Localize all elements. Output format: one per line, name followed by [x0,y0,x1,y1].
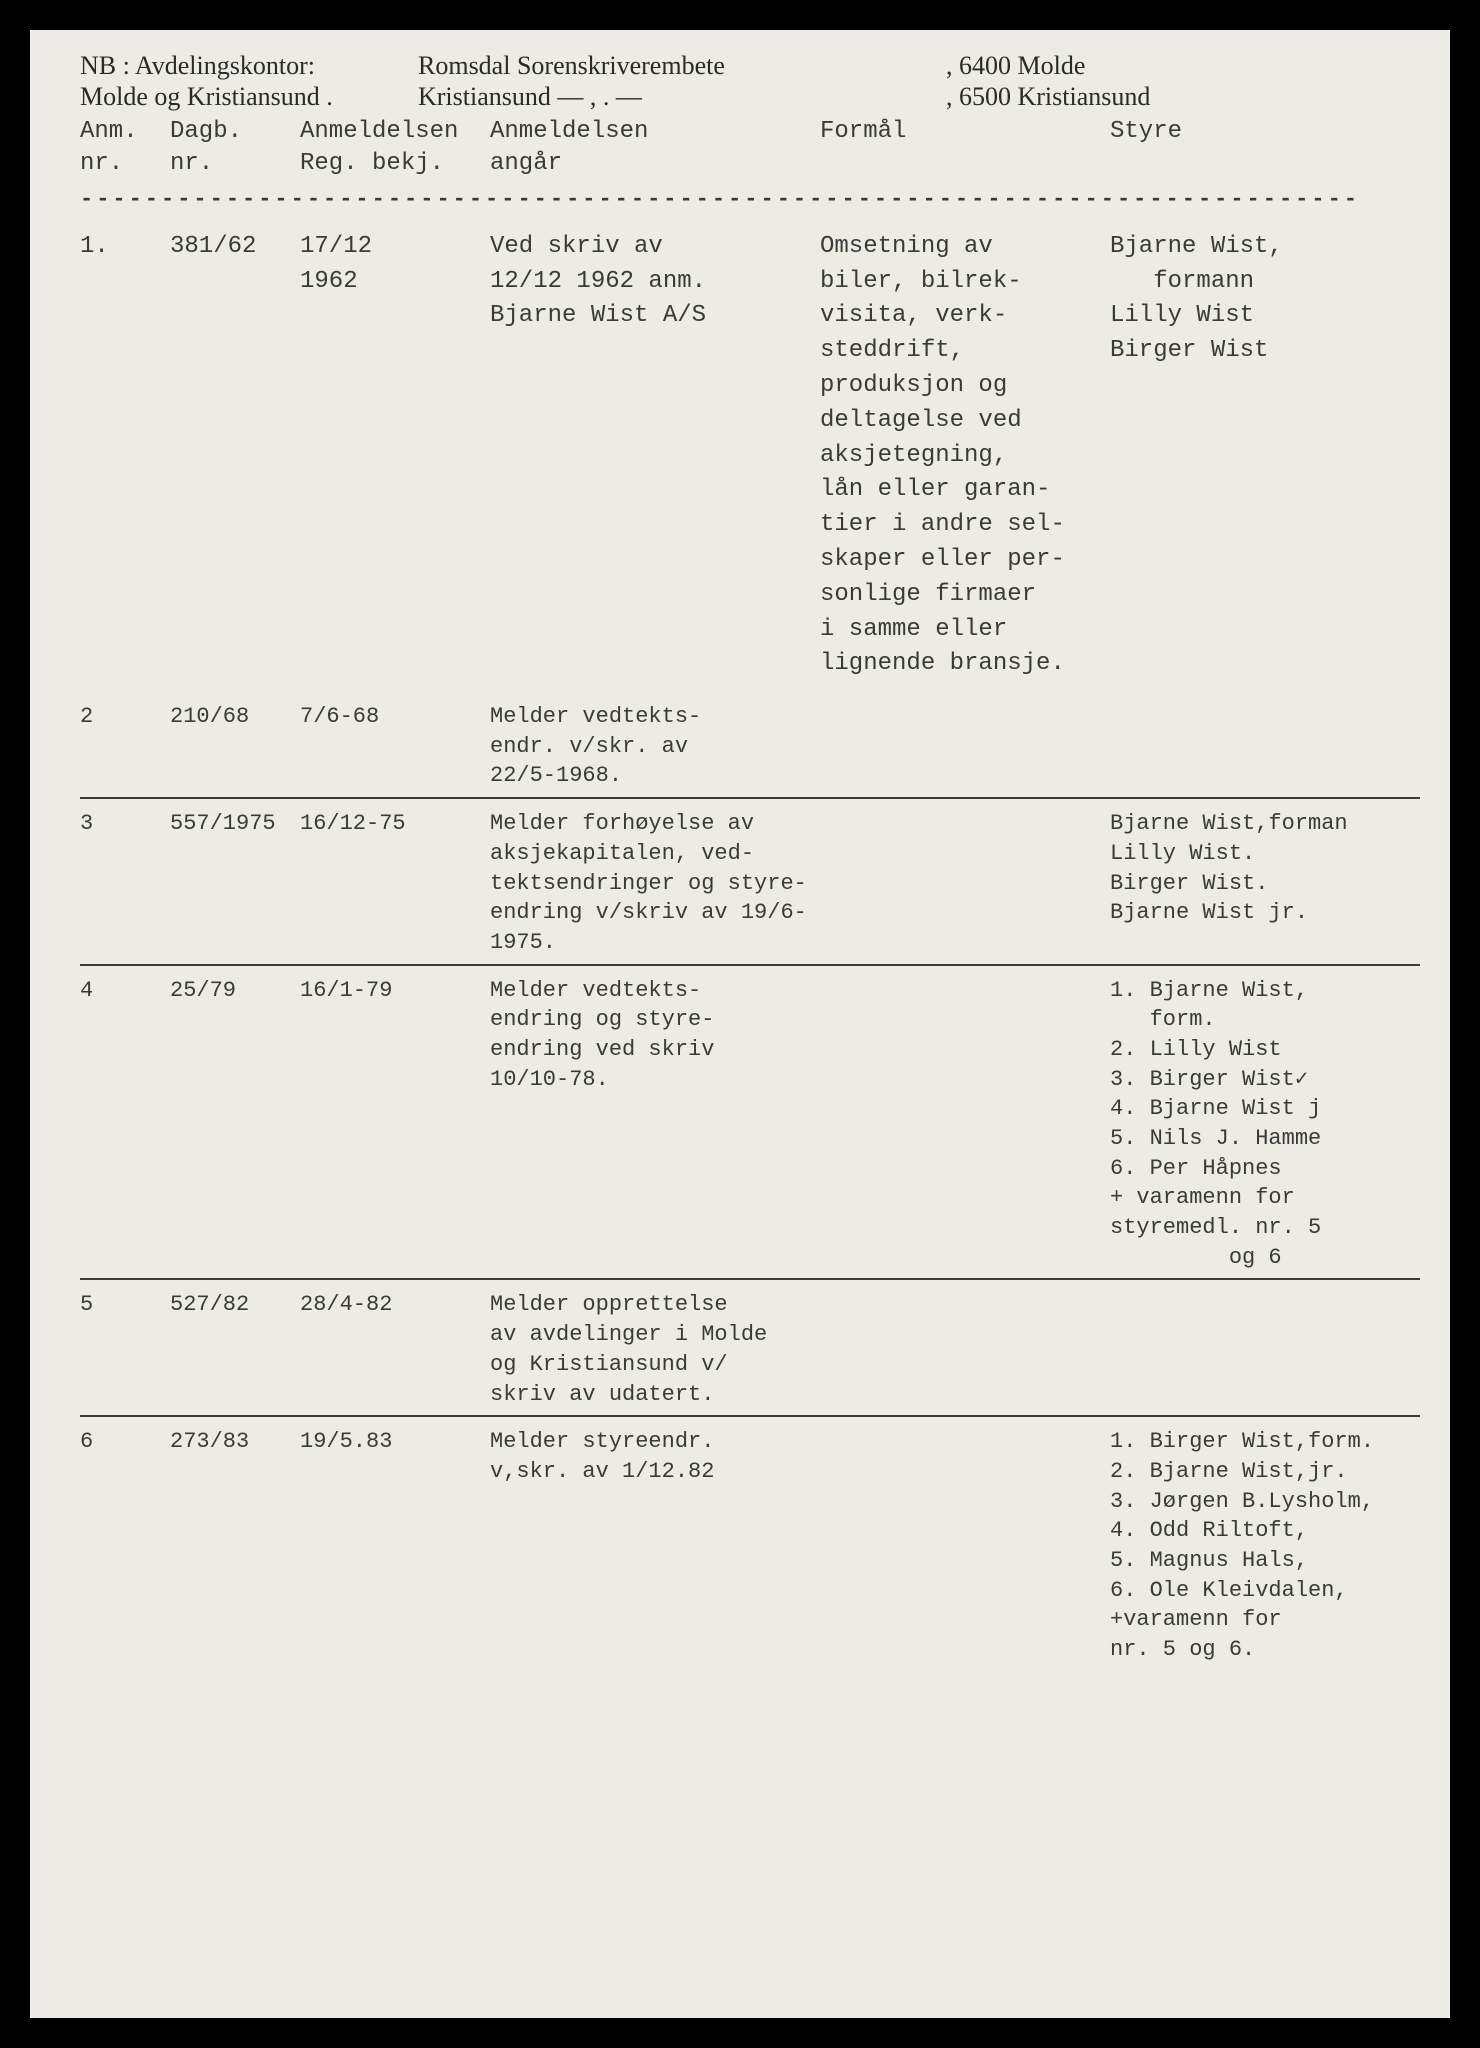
header-angar: Anmeldelsen angår [490,116,820,178]
cell-angar: Melder forhøyelse av aksjekapitalen, ved… [490,809,820,957]
cell-dagb: 527/82 [170,1290,300,1409]
cell-dagb: 381/62 [170,230,300,682]
cell-formal [820,1427,1110,1665]
cell-angar: Melder vedtekts- endring og styre- endri… [490,976,820,1273]
table-header-row: Anm. nr. Dagb. nr. Anmeldelsen Reg. bekj… [80,116,1420,178]
table-row: 1. 381/62 17/12 1962 Ved skriv av 12/12 … [80,230,1420,682]
handwritten-line2-right: , 6500 Kristiansund [946,81,1420,112]
table-row: 6 273/83 19/5.83 Melder styreendr. v,skr… [80,1427,1420,1665]
cell-styre: Bjarne Wist,forman Lilly Wist. Birger Wi… [1110,809,1420,957]
header-styre: Styre [1110,116,1420,178]
row-divider [80,964,1420,966]
cell-styre: Bjarne Wist, formann Lilly Wist Birger W… [1110,230,1420,682]
handwritten-line1-left: NB : Avdelingskontor: [80,50,410,81]
cell-reg: 17/12 1962 [300,230,490,682]
table-row: 5 527/82 28/4-82 Melder opprettelse av a… [80,1290,1420,1409]
table-row: 4 25/79 16/1-79 Melder vedtekts- endring… [80,976,1420,1273]
header-formal: Formål [820,116,1110,178]
cell-angar: Melder opprettelse av avdelinger i Molde… [490,1290,820,1409]
cell-anm: 1. [80,230,170,682]
cell-reg: 28/4-82 [300,1290,490,1409]
cell-anm: 6 [80,1427,170,1665]
handwritten-line1-right: , 6400 Molde [946,50,1420,81]
cell-anm: 4 [80,976,170,1273]
cell-dagb: 557/1975 [170,809,300,957]
header-anm: Anm. nr. [80,116,170,178]
handwritten-line2-left: Molde og Kristiansund . [80,81,410,112]
row-divider [80,797,1420,799]
cell-formal [820,809,1110,957]
cell-anm: 2 [80,702,170,791]
cell-formal [820,976,1110,1273]
document-page: NB : Avdelingskontor: Romsdal Sorenskriv… [30,30,1450,2018]
cell-styre [1110,702,1420,791]
cell-formal [820,702,1110,791]
cell-styre: 1. Bjarne Wist, form. 2. Lilly Wist 3. B… [1110,976,1420,1273]
cell-reg: 19/5.83 [300,1427,490,1665]
header-dagb: Dagb. nr. [170,116,300,178]
cell-angar: Melder styreendr. v,skr. av 1/12.82 [490,1427,820,1665]
table-row: 3 557/1975 16/12-75 Melder forhøyelse av… [80,809,1420,957]
cell-dagb: 273/83 [170,1427,300,1665]
cell-anm: 3 [80,809,170,957]
row-divider [80,1278,1420,1280]
cell-reg: 16/1-79 [300,976,490,1273]
row-divider [80,1415,1420,1417]
cell-formal [820,1290,1110,1409]
handwritten-line1-mid: Romsdal Sorenskriverembete [418,50,938,81]
cell-reg: 16/12-75 [300,809,490,957]
table-row: 2 210/68 7/6-68 Melder vedtekts- endr. v… [80,702,1420,791]
cell-reg: 7/6-68 [300,702,490,791]
handwritten-line2-mid: Kristiansund — , . — [418,81,938,112]
cell-styre: 1. Birger Wist,form. 2. Bjarne Wist,jr. … [1110,1427,1420,1665]
cell-dagb: 25/79 [170,976,300,1273]
cell-dagb: 210/68 [170,702,300,791]
cell-angar: Melder vedtekts- endr. v/skr. av 22/5-19… [490,702,820,791]
cell-styre [1110,1290,1420,1409]
handwritten-annotation: NB : Avdelingskontor: Romsdal Sorenskriv… [80,50,1420,112]
cell-formal: Omsetning av biler, bilrek- visita, verk… [820,230,1110,682]
dashed-divider: ----------------------------------------… [80,187,1420,212]
cell-anm: 5 [80,1290,170,1409]
cell-angar: Ved skriv av 12/12 1962 anm. Bjarne Wist… [490,230,820,682]
header-reg: Anmeldelsen Reg. bekj. [300,116,490,178]
